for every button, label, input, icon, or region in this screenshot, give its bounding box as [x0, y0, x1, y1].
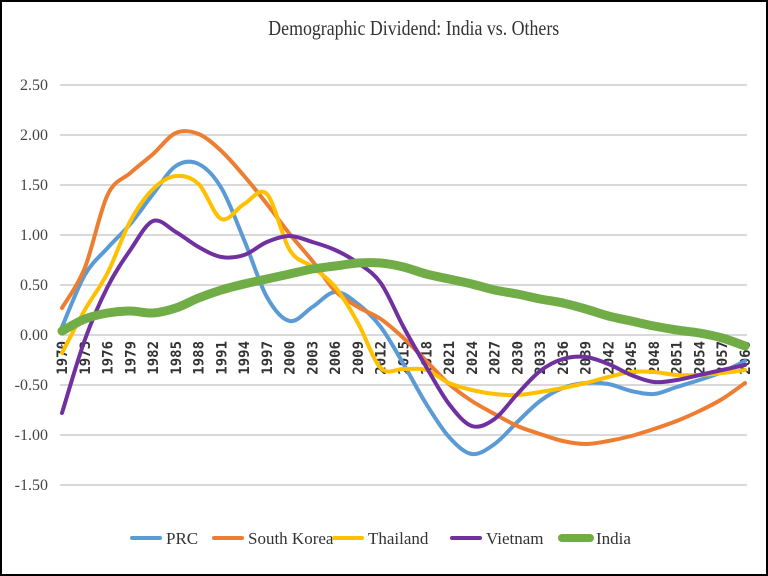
x-tick-label: 1997 [260, 341, 276, 375]
legend-label-prc: PRC [166, 529, 198, 548]
x-tick-label: 1979 [123, 341, 139, 375]
legend-label-india: India [596, 529, 631, 548]
y-tick-label: -1.50 [15, 477, 48, 494]
y-tick-label: 1.50 [20, 177, 48, 194]
x-tick-label: 1985 [169, 341, 185, 375]
x-tick-label: 2048 [647, 341, 663, 375]
legend-label-thailand: Thailand [368, 529, 429, 548]
x-tick-label: 1976 [101, 341, 117, 375]
y-tick-label: 2.50 [20, 77, 48, 94]
x-tick-label: 1982 [146, 341, 162, 375]
x-tick-label: 1970 [55, 341, 71, 375]
x-tick-label: 1988 [192, 341, 208, 375]
y-tick-label: 0.00 [20, 327, 48, 344]
x-tick-label: 2045 [624, 341, 640, 375]
x-tick-label: 1991 [214, 341, 230, 375]
x-tick-label: 2000 [283, 341, 299, 375]
series-line-vietnam [60, 218, 747, 429]
legend-label-vietnam: Vietnam [486, 529, 544, 548]
series-line-india [57, 258, 750, 351]
y-tick-label: -0.50 [15, 377, 48, 394]
legend-label-south-korea: South Korea [248, 529, 334, 548]
series-line-thailand [60, 173, 747, 398]
y-tick-label: -1.00 [15, 427, 48, 444]
x-tick-label: 2042 [601, 341, 617, 375]
y-tick-label: 1.00 [20, 227, 48, 244]
x-tick-label: 2021 [442, 341, 458, 375]
x-tick-label: 2027 [488, 341, 504, 375]
series-line-south-korea [60, 129, 747, 446]
y-tick-label: 0.50 [20, 277, 48, 294]
y-tick-label: 2.00 [20, 127, 48, 144]
x-tick-label: 2009 [351, 341, 367, 375]
chart-title: Demographic Dividend: India vs. Others [268, 16, 560, 40]
x-tick-label: 2054 [692, 341, 708, 375]
series-line-prc [60, 159, 747, 457]
x-tick-label: 2030 [510, 341, 526, 375]
x-tick-label: 1994 [237, 341, 253, 375]
x-tick-label: 2057 [715, 341, 731, 375]
x-tick-label: 2006 [328, 341, 344, 375]
x-tick-label: 2051 [670, 341, 686, 375]
x-tick-label: 2003 [305, 341, 321, 375]
x-tick-label: 2024 [465, 341, 481, 375]
x-tick-label: 2015 [397, 341, 413, 375]
